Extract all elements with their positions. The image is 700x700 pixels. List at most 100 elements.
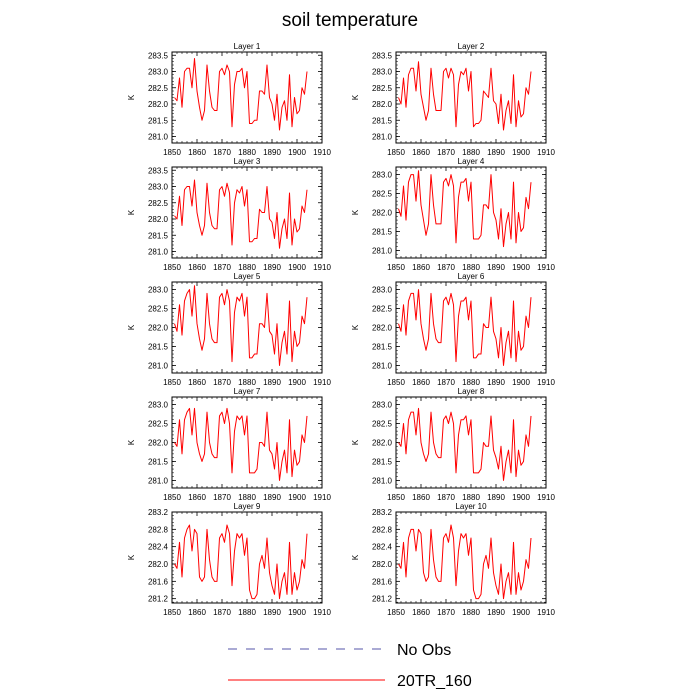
y-tick-label: 282.5 <box>372 420 393 429</box>
x-tick-label: 1870 <box>437 148 455 157</box>
y-axis-label: K <box>127 439 136 445</box>
x-tick-label: 1860 <box>412 263 430 272</box>
x-tick-label: 1880 <box>462 148 480 157</box>
x-tick-label: 1860 <box>412 378 430 387</box>
y-tick-label: 282.4 <box>148 543 169 552</box>
y-tick-label: 283.2 <box>148 508 169 517</box>
x-tick-label: 1850 <box>163 608 181 617</box>
series-line-20tr-160 <box>174 58 308 131</box>
y-tick-label: 281.5 <box>372 457 393 466</box>
y-axis-label: K <box>351 209 360 215</box>
chart-panel-layer-2: Layer 2 1850 1860 1870 1880 1890 1900 1910 281.0… <box>351 42 555 157</box>
y-tick-label: 283.0 <box>372 286 393 295</box>
y-tick-label: 283.0 <box>372 68 393 77</box>
y-tick-label: 281.0 <box>372 361 393 370</box>
y-tick-label: 281.0 <box>148 476 169 485</box>
x-tick-label: 1890 <box>263 493 281 502</box>
x-tick-label: 1890 <box>263 608 281 617</box>
panel-title: Layer 10 <box>455 502 487 511</box>
panel-title: Layer 9 <box>234 502 261 511</box>
x-tick-label: 1870 <box>437 378 455 387</box>
legend: No Obs 20TR_160 <box>228 642 472 690</box>
chart-panel-layer-8: Layer 8 1850 1860 1870 1880 1890 1900 1910 281.0… <box>351 387 555 502</box>
y-tick-label: 283.0 <box>148 68 169 77</box>
y-tick-label: 281.2 <box>148 595 169 604</box>
y-tick-label: 281.5 <box>372 342 393 351</box>
x-tick-label: 1900 <box>512 378 530 387</box>
x-tick-label: 1870 <box>213 263 231 272</box>
panel-title: Layer 2 <box>458 42 485 51</box>
y-tick-label: 282.0 <box>372 100 393 109</box>
series-line-20tr-160 <box>174 524 308 600</box>
x-tick-label: 1910 <box>537 493 555 502</box>
panel-title: Layer 6 <box>458 272 485 281</box>
y-tick-label: 283.0 <box>148 183 169 192</box>
y-tick-label: 282.8 <box>372 525 393 534</box>
x-tick-label: 1910 <box>313 263 331 272</box>
x-tick-label: 1850 <box>163 378 181 387</box>
y-axis-label: K <box>351 94 360 100</box>
plot-frame <box>171 511 323 604</box>
chart-panel-layer-1: Layer 1 1850 1860 1870 1880 1890 1900 1910 281.0… <box>127 42 331 157</box>
x-tick-label: 1900 <box>288 263 306 272</box>
x-tick-label: 1880 <box>238 608 256 617</box>
y-tick-label: 282.8 <box>148 525 169 534</box>
y-tick-label: 282.5 <box>372 305 393 314</box>
y-axis-label: K <box>127 209 136 215</box>
x-tick-label: 1910 <box>537 148 555 157</box>
y-tick-label: 283.0 <box>148 286 169 295</box>
y-tick-label: 282.0 <box>372 560 393 569</box>
x-tick-label: 1880 <box>462 263 480 272</box>
chart-panel-layer-5: Layer 5 1850 1860 1870 1880 1890 1900 1910 281.0… <box>127 272 331 387</box>
chart-panel-layer-9: Layer 9 1850 1860 1870 1880 1890 1900 1910 281.2… <box>127 502 331 617</box>
y-tick-label: 282.5 <box>148 305 169 314</box>
panel-title: Layer 7 <box>234 387 261 396</box>
y-tick-label: 282.0 <box>372 439 393 448</box>
x-tick-label: 1850 <box>163 148 181 157</box>
x-tick-label: 1860 <box>412 608 430 617</box>
plot-frame <box>395 511 547 604</box>
y-tick-label: 282.0 <box>372 209 393 218</box>
y-tick-label: 282.5 <box>372 84 393 93</box>
legend-label-no-obs: No Obs <box>397 642 451 659</box>
chart-panel-layer-6: Layer 6 1850 1860 1870 1880 1890 1900 1910 281.0… <box>351 272 555 387</box>
x-tick-label: 1910 <box>313 148 331 157</box>
x-tick-label: 1880 <box>462 608 480 617</box>
y-tick-label: 283.5 <box>372 51 393 60</box>
y-tick-label: 281.0 <box>372 476 393 485</box>
x-tick-label: 1870 <box>437 493 455 502</box>
x-tick-label: 1870 <box>213 608 231 617</box>
series-line-20tr-160 <box>398 61 532 131</box>
x-tick-label: 1870 <box>437 608 455 617</box>
y-tick-label: 283.2 <box>372 508 393 517</box>
x-tick-label: 1860 <box>188 608 206 617</box>
y-tick-label: 281.0 <box>372 246 393 255</box>
x-tick-label: 1900 <box>288 148 306 157</box>
x-tick-label: 1890 <box>487 263 505 272</box>
series-line-20tr-160 <box>398 407 532 481</box>
x-tick-label: 1890 <box>263 263 281 272</box>
y-axis-label: K <box>351 439 360 445</box>
x-tick-label: 1860 <box>412 148 430 157</box>
x-tick-label: 1880 <box>238 378 256 387</box>
x-tick-label: 1900 <box>512 608 530 617</box>
y-tick-label: 282.0 <box>148 215 169 224</box>
x-tick-label: 1880 <box>238 263 256 272</box>
x-tick-label: 1860 <box>188 378 206 387</box>
x-tick-label: 1900 <box>512 148 530 157</box>
y-tick-label: 283.0 <box>148 401 169 410</box>
y-tick-label: 282.0 <box>372 324 393 333</box>
x-tick-label: 1860 <box>188 263 206 272</box>
series-line-20tr-160 <box>398 170 532 248</box>
x-tick-label: 1900 <box>288 493 306 502</box>
y-tick-label: 282.4 <box>372 543 393 552</box>
x-tick-label: 1890 <box>487 148 505 157</box>
x-tick-label: 1880 <box>238 148 256 157</box>
panel-title: Layer 4 <box>458 157 485 166</box>
legend-label-20tr-160: 20TR_160 <box>397 673 472 690</box>
x-tick-label: 1890 <box>487 608 505 617</box>
chart-panel-layer-4: Layer 4 1850 1860 1870 1880 1890 1900 1910 281.0… <box>351 157 555 272</box>
y-tick-label: 281.5 <box>372 116 393 125</box>
y-axis-label: K <box>127 554 136 560</box>
chart-panel-layer-3: Layer 3 1850 1860 1870 1880 1890 1900 1910 281.0… <box>127 157 331 272</box>
